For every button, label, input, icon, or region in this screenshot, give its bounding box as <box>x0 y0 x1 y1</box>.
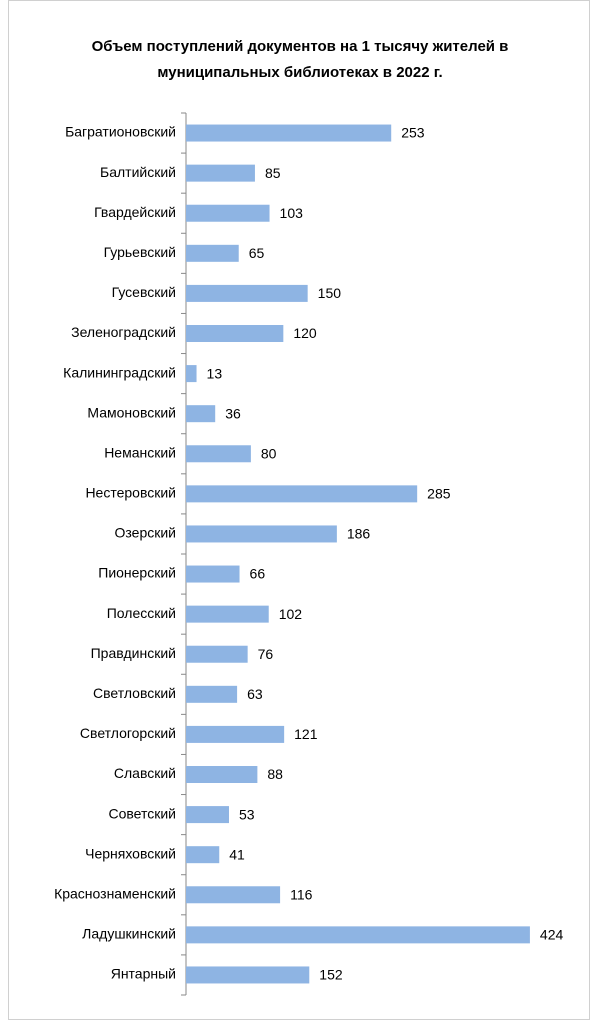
bar <box>186 725 285 743</box>
value-label: 103 <box>280 205 304 221</box>
y-tick-label: Гусевский <box>112 284 176 300</box>
value-label: 88 <box>267 766 283 782</box>
bar <box>186 244 239 262</box>
y-tick-label: Озерский <box>115 525 177 541</box>
bar <box>186 685 238 703</box>
y-tick-label: Черняховский <box>85 845 176 861</box>
y-tick-label: Светловский <box>93 685 176 701</box>
y-tick-label: Балтийский <box>100 164 176 180</box>
bar <box>186 966 310 984</box>
bar <box>186 766 258 783</box>
bar <box>186 565 240 583</box>
y-tick-label: Правдинский <box>91 645 176 661</box>
bar <box>186 605 269 623</box>
bar <box>186 284 308 302</box>
value-label: 186 <box>347 526 371 542</box>
value-label: 102 <box>279 606 303 622</box>
value-label: 63 <box>247 686 263 702</box>
value-label: 253 <box>401 125 425 141</box>
chart-title: муниципальных библиотеках в 2022 г. <box>157 64 442 81</box>
value-label: 116 <box>290 886 313 902</box>
bar <box>186 645 248 663</box>
bar <box>186 204 270 222</box>
y-tick-label: Зеленоградский <box>71 324 176 340</box>
bar <box>186 806 229 824</box>
value-label: 65 <box>249 245 265 261</box>
y-tick-label: Полесский <box>107 605 176 621</box>
y-tick-label: Пионерский <box>98 565 176 581</box>
y-tick-label: Славский <box>114 765 176 781</box>
y-tick-label: Гвардейский <box>94 204 176 220</box>
y-tick-label: Калининградский <box>63 364 176 380</box>
bar <box>186 525 337 543</box>
bar <box>186 405 216 423</box>
value-label: 152 <box>319 967 343 983</box>
bar <box>186 445 251 463</box>
y-tick-label: Мамоновский <box>87 404 176 420</box>
bar <box>186 846 220 864</box>
y-tick-label: Янтарный <box>111 966 176 982</box>
value-label: 120 <box>293 325 317 341</box>
value-label: 424 <box>540 927 564 943</box>
value-label: 36 <box>225 405 241 421</box>
bar <box>186 164 255 182</box>
value-label: 76 <box>258 646 274 662</box>
value-label: 53 <box>239 806 255 822</box>
bar <box>186 485 418 503</box>
y-tick-label: Советский <box>108 805 176 821</box>
value-label: 80 <box>261 445 277 461</box>
value-label: 150 <box>318 285 342 301</box>
bar <box>186 325 284 342</box>
y-tick-label: Нестеровский <box>85 485 176 501</box>
bar <box>186 886 281 904</box>
y-tick-label: Ладушкинский <box>82 926 176 942</box>
bar <box>186 124 392 142</box>
y-tick-label: Светлогорский <box>80 725 176 741</box>
bar <box>186 926 530 944</box>
value-label: 13 <box>207 365 223 381</box>
y-tick-label: Краснознаменский <box>54 885 176 901</box>
value-label: 85 <box>265 165 281 181</box>
value-label: 121 <box>294 726 318 742</box>
value-label: 66 <box>250 566 266 582</box>
bar <box>186 365 197 383</box>
y-tick-label: Багратионовский <box>65 124 176 140</box>
value-label: 285 <box>427 486 451 502</box>
y-tick-label: Неманский <box>104 444 176 460</box>
chart-title: Объем поступлений документов на 1 тысячу… <box>92 38 509 55</box>
value-label: 41 <box>229 846 245 862</box>
y-tick-label: Гурьевский <box>104 244 176 260</box>
chart-frame <box>8 0 590 1020</box>
